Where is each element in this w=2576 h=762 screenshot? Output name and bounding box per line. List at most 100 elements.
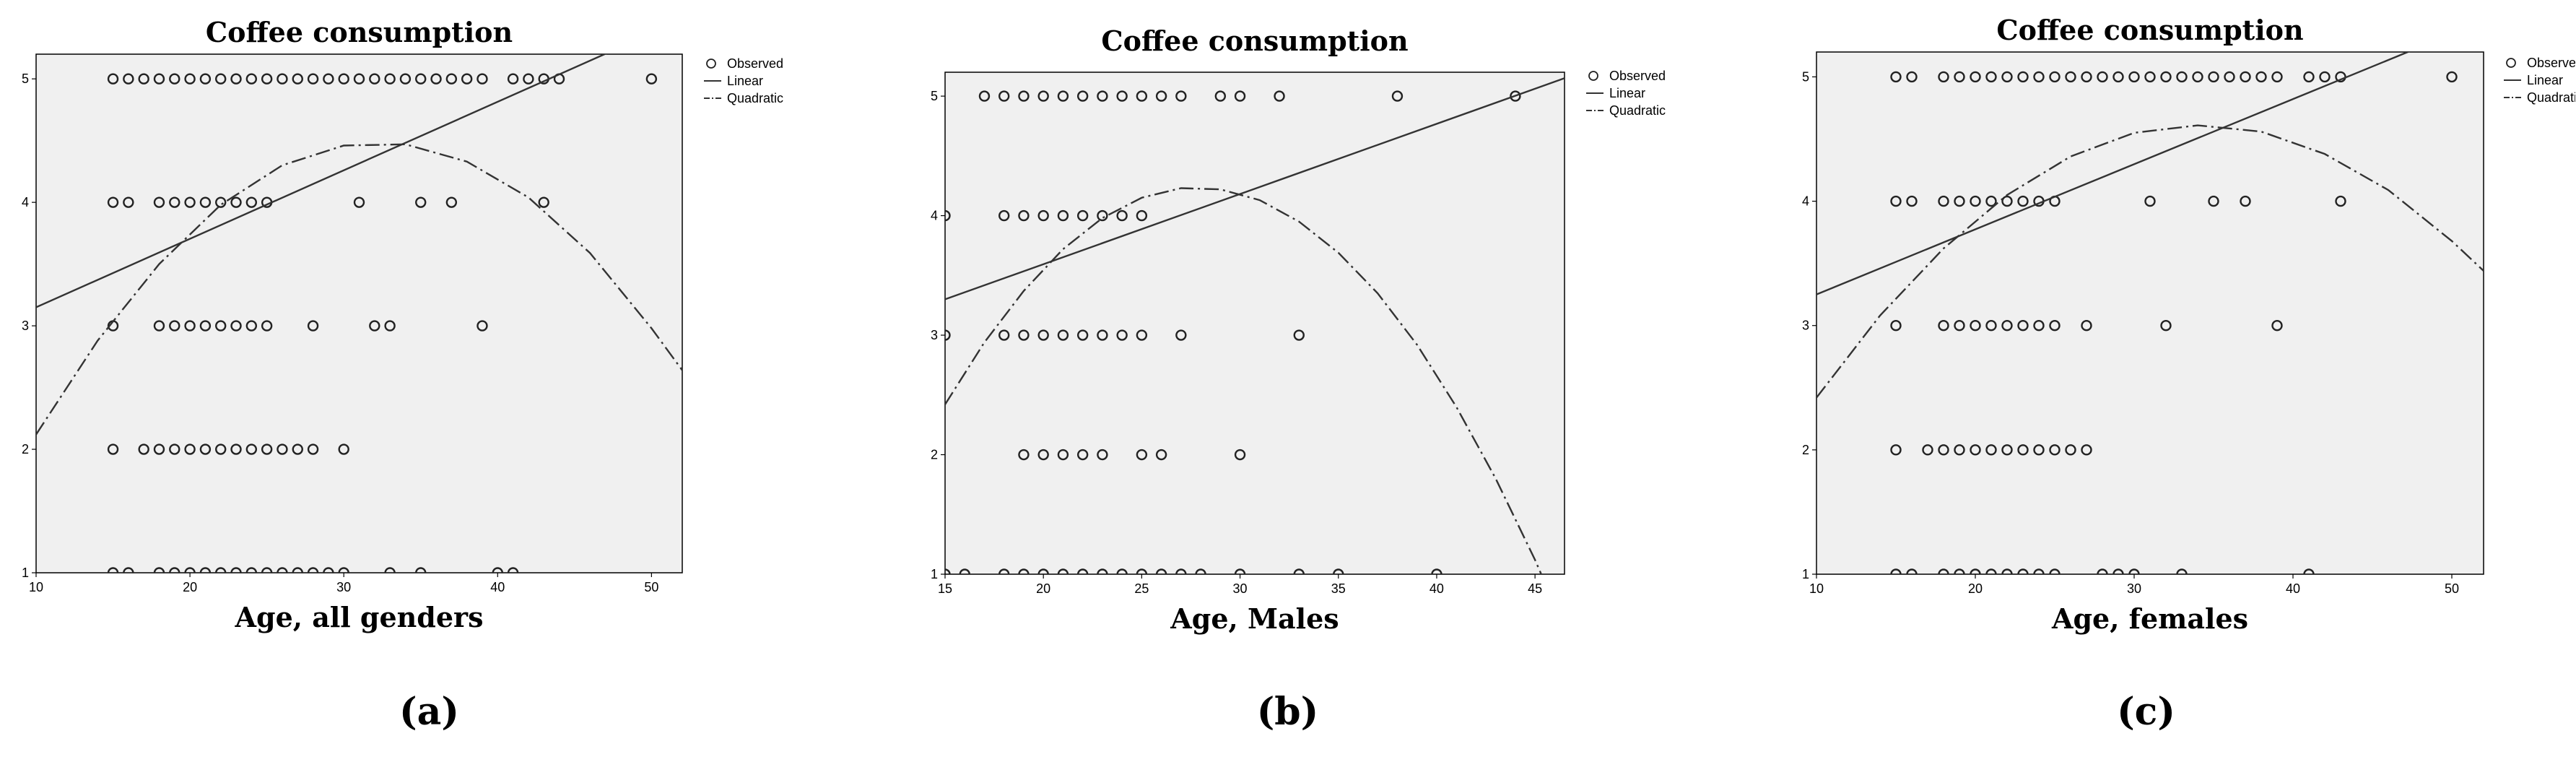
- observed-point: [2240, 71, 2251, 83]
- y-tick-label: 3: [22, 319, 29, 333]
- observed-point: [1906, 568, 1918, 574]
- observed-point: [169, 73, 180, 85]
- observed-point: [153, 567, 165, 573]
- observed-point: [2001, 444, 2013, 456]
- observed-point: [1890, 195, 1902, 207]
- legend-linear-label: Linear: [2527, 73, 2563, 87]
- observed-point: [153, 320, 165, 332]
- observed-point: [2303, 568, 2315, 574]
- observed-point: [2065, 71, 2076, 83]
- observed-point: [369, 73, 380, 85]
- observed-point: [2017, 568, 2029, 574]
- observed-point: [2001, 195, 2013, 207]
- observed-point: [2097, 71, 2108, 83]
- observed-point: [123, 73, 134, 85]
- observed-point: [261, 320, 273, 332]
- observed-point: [2033, 71, 2045, 83]
- y-tick-label: 5: [22, 72, 29, 86]
- observed-point: [2001, 71, 2013, 83]
- observed-point: [169, 443, 180, 455]
- plot-series: [945, 77, 1565, 574]
- observed-point: [2049, 444, 2061, 456]
- linear-fit-line: [36, 54, 607, 308]
- observed-point: [2240, 195, 2251, 207]
- observed-point: [1954, 71, 1965, 83]
- y-tick-label: 4: [1802, 194, 1809, 209]
- observed-point: [2255, 71, 2267, 83]
- observed-point: [2446, 71, 2458, 83]
- observed-point: [230, 196, 242, 208]
- observed-point: [998, 568, 1010, 574]
- chart-panel-b: Coffee consumption 1 2 3 4 5 15 20 25 30 35 40 45 Age…: [858, 0, 1717, 762]
- chart-title: Coffee consumption: [1996, 14, 2303, 46]
- observed-point: [338, 73, 349, 85]
- scatter-chart-a: Coffee consumption 1 2 3 4 5 10 20 30 40 50 Age, al…: [22, 16, 783, 633]
- observed-point: [107, 73, 119, 85]
- observed-point: [2160, 320, 2172, 332]
- observed-point: [2176, 71, 2188, 83]
- y-tick-label: 4: [22, 195, 29, 209]
- legend-linear-label: Linear: [727, 74, 763, 88]
- x-tick-label: 45: [1528, 581, 1542, 596]
- observed-point: [369, 320, 380, 332]
- plot-series: [36, 54, 682, 573]
- y-tick-label: 3: [1802, 319, 1809, 333]
- observed-point: [338, 443, 349, 455]
- observed-point: [1970, 195, 1981, 207]
- observed-point: [945, 329, 951, 341]
- observed-point: [184, 443, 196, 455]
- observed-point: [153, 443, 165, 455]
- observed-point: [2208, 195, 2219, 207]
- observed-point: [384, 320, 396, 332]
- observed-point: [215, 196, 227, 208]
- observed-point: [1890, 568, 1902, 574]
- observed-point: [415, 567, 427, 573]
- y-tick-label: 5: [931, 89, 938, 103]
- x-tick-label: 40: [490, 580, 505, 594]
- x-tick-label: 40: [2286, 581, 2300, 596]
- observed-point: [399, 73, 412, 85]
- legend-observed-label: Observed: [2527, 56, 2575, 70]
- observed-point: [1136, 329, 1148, 341]
- x-tick-label: 10: [29, 580, 43, 594]
- observed-point: [1097, 449, 1108, 461]
- observed-point: [1234, 568, 1246, 574]
- observed-point: [1057, 568, 1069, 574]
- observed-point: [2112, 568, 2124, 574]
- observed-point: [2033, 320, 2045, 332]
- observed-point: [1155, 90, 1167, 102]
- observed-point: [123, 196, 134, 208]
- observed-point: [2081, 71, 2092, 83]
- observed-point: [1333, 568, 1344, 574]
- observed-point: [153, 73, 165, 85]
- observed-point: [184, 567, 196, 573]
- observed-point: [353, 196, 365, 208]
- observed-point: [1938, 444, 1949, 456]
- observed-point: [1195, 568, 1206, 574]
- observed-point: [230, 73, 242, 85]
- legend-observed-marker: [706, 59, 716, 69]
- observed-point: [2192, 71, 2203, 83]
- observed-point: [523, 73, 534, 85]
- observed-point: [1954, 195, 1965, 207]
- observed-point: [292, 567, 303, 573]
- observed-point: [184, 73, 196, 85]
- observed-point: [1293, 568, 1305, 574]
- observed-point: [1076, 568, 1089, 574]
- quadratic-fit-line: [36, 143, 682, 436]
- observed-point: [1954, 320, 1965, 332]
- observed-point: [384, 567, 396, 573]
- legend-observed-label: Observed: [1609, 69, 1666, 83]
- observed-point: [277, 443, 288, 455]
- y-tick-label: 2: [931, 448, 938, 462]
- chart-panel-a: Coffee consumption 1 2 3 4 5 10 20 30 40 50 Age, al…: [0, 0, 858, 762]
- observed-point: [1970, 71, 1981, 83]
- observed-point: [2001, 320, 2013, 332]
- observed-point: [245, 196, 258, 208]
- observed-point: [1938, 568, 1949, 574]
- observed-point: [384, 73, 396, 85]
- observed-point: [2112, 71, 2124, 83]
- x-tick-label: 20: [1036, 581, 1050, 596]
- x-tick-label: 20: [183, 580, 197, 594]
